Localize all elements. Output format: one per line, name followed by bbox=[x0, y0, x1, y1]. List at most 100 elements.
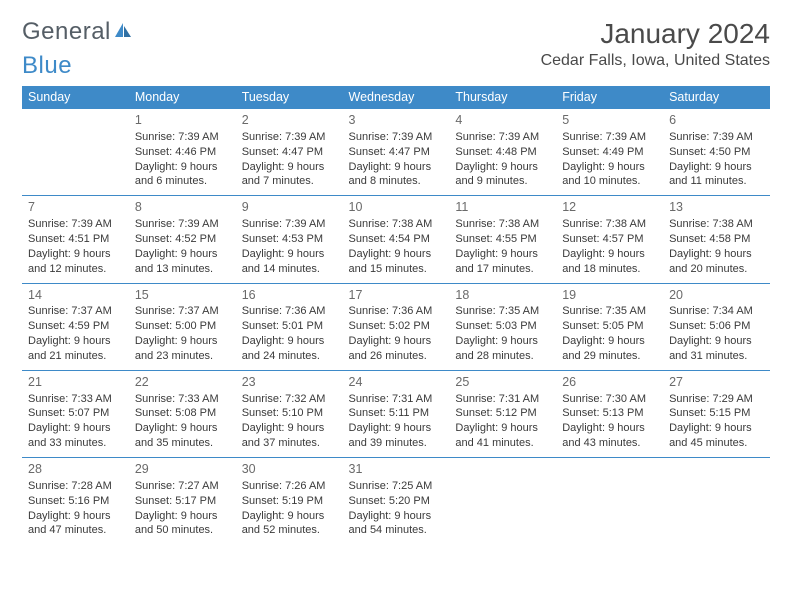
day-cell: 17Sunrise: 7:36 AMSunset: 5:02 PMDayligh… bbox=[343, 283, 450, 370]
sunrise-line: Sunrise: 7:39 AM bbox=[669, 130, 764, 145]
sunrise-line: Sunrise: 7:27 AM bbox=[135, 479, 230, 494]
day-number: 22 bbox=[135, 374, 230, 391]
sunset-line: Sunset: 4:51 PM bbox=[28, 232, 123, 247]
daylight-line: Daylight: 9 hours and 15 minutes. bbox=[349, 247, 444, 277]
day-number: 23 bbox=[242, 374, 337, 391]
daylight-line: Daylight: 9 hours and 18 minutes. bbox=[562, 247, 657, 277]
empty-cell bbox=[663, 458, 770, 545]
sunrise-line: Sunrise: 7:39 AM bbox=[349, 130, 444, 145]
sunset-line: Sunset: 5:19 PM bbox=[242, 494, 337, 509]
sunrise-line: Sunrise: 7:33 AM bbox=[135, 392, 230, 407]
sunrise-line: Sunrise: 7:38 AM bbox=[349, 217, 444, 232]
day-number: 21 bbox=[28, 374, 123, 391]
day-cell: 10Sunrise: 7:38 AMSunset: 4:54 PMDayligh… bbox=[343, 196, 450, 283]
weekday-row: SundayMondayTuesdayWednesdayThursdayFrid… bbox=[22, 86, 770, 109]
day-number: 6 bbox=[669, 112, 764, 129]
sunset-line: Sunset: 4:46 PM bbox=[135, 145, 230, 160]
day-cell: 5Sunrise: 7:39 AMSunset: 4:49 PMDaylight… bbox=[556, 109, 663, 196]
sunrise-line: Sunrise: 7:39 AM bbox=[242, 130, 337, 145]
sunset-line: Sunset: 5:02 PM bbox=[349, 319, 444, 334]
sunrise-line: Sunrise: 7:36 AM bbox=[349, 304, 444, 319]
day-cell: 29Sunrise: 7:27 AMSunset: 5:17 PMDayligh… bbox=[129, 458, 236, 545]
sunset-line: Sunset: 5:10 PM bbox=[242, 406, 337, 421]
day-cell: 28Sunrise: 7:28 AMSunset: 5:16 PMDayligh… bbox=[22, 458, 129, 545]
sunrise-line: Sunrise: 7:29 AM bbox=[669, 392, 764, 407]
day-cell: 4Sunrise: 7:39 AMSunset: 4:48 PMDaylight… bbox=[449, 109, 556, 196]
sunset-line: Sunset: 5:20 PM bbox=[349, 494, 444, 509]
day-number: 20 bbox=[669, 287, 764, 304]
daylight-line: Daylight: 9 hours and 26 minutes. bbox=[349, 334, 444, 364]
daylight-line: Daylight: 9 hours and 50 minutes. bbox=[135, 509, 230, 539]
calendar-row: 28Sunrise: 7:28 AMSunset: 5:16 PMDayligh… bbox=[22, 458, 770, 545]
daylight-line: Daylight: 9 hours and 24 minutes. bbox=[242, 334, 337, 364]
day-number: 9 bbox=[242, 199, 337, 216]
day-cell: 8Sunrise: 7:39 AMSunset: 4:52 PMDaylight… bbox=[129, 196, 236, 283]
daylight-line: Daylight: 9 hours and 11 minutes. bbox=[669, 160, 764, 190]
day-number: 8 bbox=[135, 199, 230, 216]
day-number: 4 bbox=[455, 112, 550, 129]
day-cell: 14Sunrise: 7:37 AMSunset: 4:59 PMDayligh… bbox=[22, 283, 129, 370]
day-number: 12 bbox=[562, 199, 657, 216]
calendar-row: 14Sunrise: 7:37 AMSunset: 4:59 PMDayligh… bbox=[22, 283, 770, 370]
sunset-line: Sunset: 5:05 PM bbox=[562, 319, 657, 334]
sunset-line: Sunset: 4:55 PM bbox=[455, 232, 550, 247]
sunrise-line: Sunrise: 7:38 AM bbox=[669, 217, 764, 232]
weekday-header: Saturday bbox=[663, 86, 770, 109]
day-number: 27 bbox=[669, 374, 764, 391]
sunset-line: Sunset: 5:17 PM bbox=[135, 494, 230, 509]
day-cell: 3Sunrise: 7:39 AMSunset: 4:47 PMDaylight… bbox=[343, 109, 450, 196]
weekday-header: Tuesday bbox=[236, 86, 343, 109]
sunrise-line: Sunrise: 7:39 AM bbox=[242, 217, 337, 232]
calendar-head: SundayMondayTuesdayWednesdayThursdayFrid… bbox=[22, 86, 770, 109]
day-number: 24 bbox=[349, 374, 444, 391]
day-cell: 27Sunrise: 7:29 AMSunset: 5:15 PMDayligh… bbox=[663, 370, 770, 457]
day-cell: 9Sunrise: 7:39 AMSunset: 4:53 PMDaylight… bbox=[236, 196, 343, 283]
day-cell: 26Sunrise: 7:30 AMSunset: 5:13 PMDayligh… bbox=[556, 370, 663, 457]
daylight-line: Daylight: 9 hours and 10 minutes. bbox=[562, 160, 657, 190]
day-number: 10 bbox=[349, 199, 444, 216]
sunset-line: Sunset: 5:12 PM bbox=[455, 406, 550, 421]
daylight-line: Daylight: 9 hours and 29 minutes. bbox=[562, 334, 657, 364]
sunrise-line: Sunrise: 7:35 AM bbox=[562, 304, 657, 319]
sunset-line: Sunset: 4:59 PM bbox=[28, 319, 123, 334]
location-text: Cedar Falls, Iowa, United States bbox=[541, 52, 770, 70]
month-title: January 2024 bbox=[541, 18, 770, 50]
day-number: 31 bbox=[349, 461, 444, 478]
sunset-line: Sunset: 5:06 PM bbox=[669, 319, 764, 334]
daylight-line: Daylight: 9 hours and 35 minutes. bbox=[135, 421, 230, 451]
sunrise-line: Sunrise: 7:37 AM bbox=[135, 304, 230, 319]
daylight-line: Daylight: 9 hours and 14 minutes. bbox=[242, 247, 337, 277]
sunrise-line: Sunrise: 7:39 AM bbox=[562, 130, 657, 145]
daylight-line: Daylight: 9 hours and 6 minutes. bbox=[135, 160, 230, 190]
daylight-line: Daylight: 9 hours and 47 minutes. bbox=[28, 509, 123, 539]
empty-cell bbox=[449, 458, 556, 545]
day-cell: 16Sunrise: 7:36 AMSunset: 5:01 PMDayligh… bbox=[236, 283, 343, 370]
day-cell: 6Sunrise: 7:39 AMSunset: 4:50 PMDaylight… bbox=[663, 109, 770, 196]
sunrise-line: Sunrise: 7:39 AM bbox=[135, 130, 230, 145]
day-cell: 31Sunrise: 7:25 AMSunset: 5:20 PMDayligh… bbox=[343, 458, 450, 545]
sunrise-line: Sunrise: 7:33 AM bbox=[28, 392, 123, 407]
sunset-line: Sunset: 5:11 PM bbox=[349, 406, 444, 421]
daylight-line: Daylight: 9 hours and 13 minutes. bbox=[135, 247, 230, 277]
sunrise-line: Sunrise: 7:34 AM bbox=[669, 304, 764, 319]
daylight-line: Daylight: 9 hours and 41 minutes. bbox=[455, 421, 550, 451]
brand-text-a: General bbox=[22, 18, 111, 46]
sunrise-line: Sunrise: 7:39 AM bbox=[28, 217, 123, 232]
day-cell: 7Sunrise: 7:39 AMSunset: 4:51 PMDaylight… bbox=[22, 196, 129, 283]
calendar-row: 1Sunrise: 7:39 AMSunset: 4:46 PMDaylight… bbox=[22, 109, 770, 196]
day-number: 7 bbox=[28, 199, 123, 216]
weekday-header: Wednesday bbox=[343, 86, 450, 109]
sunrise-line: Sunrise: 7:39 AM bbox=[455, 130, 550, 145]
daylight-line: Daylight: 9 hours and 28 minutes. bbox=[455, 334, 550, 364]
day-cell: 11Sunrise: 7:38 AMSunset: 4:55 PMDayligh… bbox=[449, 196, 556, 283]
sunset-line: Sunset: 5:16 PM bbox=[28, 494, 123, 509]
sunrise-line: Sunrise: 7:31 AM bbox=[349, 392, 444, 407]
calendar-row: 7Sunrise: 7:39 AMSunset: 4:51 PMDaylight… bbox=[22, 196, 770, 283]
calendar-table: SundayMondayTuesdayWednesdayThursdayFrid… bbox=[22, 86, 770, 544]
sunset-line: Sunset: 4:58 PM bbox=[669, 232, 764, 247]
brand-text-b: Blue bbox=[22, 52, 72, 80]
day-cell: 24Sunrise: 7:31 AMSunset: 5:11 PMDayligh… bbox=[343, 370, 450, 457]
day-number: 15 bbox=[135, 287, 230, 304]
day-cell: 25Sunrise: 7:31 AMSunset: 5:12 PMDayligh… bbox=[449, 370, 556, 457]
day-cell: 23Sunrise: 7:32 AMSunset: 5:10 PMDayligh… bbox=[236, 370, 343, 457]
